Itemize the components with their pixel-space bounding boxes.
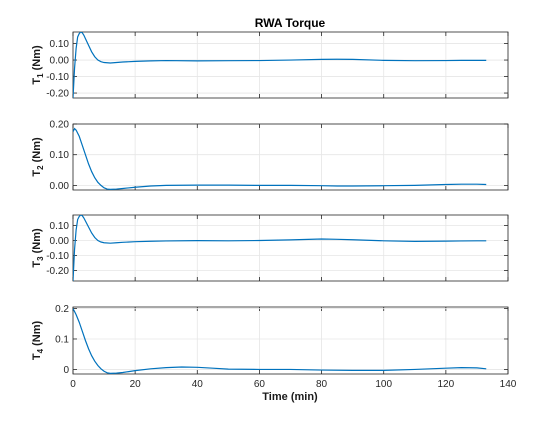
y-axis-label-unit: (Nm) [31, 321, 43, 349]
y-tick-label: -0.10 [46, 251, 69, 262]
y-axis-label-unit: (Nm) [31, 45, 43, 73]
x-tick-label: 80 [316, 379, 328, 390]
y-axis-label-subscript: 2 [36, 165, 45, 170]
y-axis-label-subscript: 4 [36, 348, 45, 353]
plot-area [73, 307, 508, 374]
y-tick-label: 0.2 [55, 304, 69, 315]
plot-area [73, 32, 508, 98]
y-axis-label: T2 (Nm) [31, 137, 45, 177]
y-tick-label: 0.1 [55, 334, 69, 345]
chart-title: RWA Torque [255, 16, 326, 30]
axes-box [72, 214, 509, 282]
y-axis-label-unit: (Nm) [31, 137, 43, 165]
y-axis-label-subscript: 3 [36, 256, 45, 261]
y-tick-label: -0.20 [46, 89, 69, 100]
y-axis-label: T3 (Nm) [31, 228, 45, 268]
series-line [73, 127, 487, 190]
x-tick-label: 20 [130, 379, 142, 390]
x-tick-label: 40 [192, 379, 204, 390]
y-tick-label: 0.00 [50, 236, 70, 247]
subplot-3: -0.20 -0.10 0.00 0.10 T3 (Nm) [31, 214, 509, 282]
plot-area [73, 124, 508, 190]
y-axis-label-main: T [31, 353, 43, 360]
subplot-2: 0.00 0.10 0.20 T2 (Nm) [31, 120, 509, 192]
y-tick-label: 0.00 [50, 181, 70, 192]
y-tick-label: 0.00 [50, 56, 70, 67]
y-tick-label: 0.10 [50, 221, 70, 232]
x-tick-label: 140 [500, 379, 517, 390]
x-tick-label: 120 [438, 379, 455, 390]
y-axis-label-main: T [31, 261, 43, 268]
x-tick-label: 0 [70, 379, 76, 390]
x-axis-label: Time (min) [262, 391, 318, 403]
axes-box [72, 31, 509, 99]
y-axis-label: T1 (Nm) [31, 45, 45, 85]
axes-box [72, 306, 509, 375]
y-axis-label-main: T [31, 78, 43, 85]
y-tick-label: 0.10 [50, 39, 70, 50]
y-tick-label: 0 [63, 365, 69, 376]
y-axis-label-unit: (Nm) [31, 228, 43, 256]
axes-box [72, 123, 509, 191]
series-line [73, 308, 487, 374]
y-axis-label: T4 (Nm) [31, 321, 45, 361]
series-line [73, 32, 487, 98]
y-tick-label: 0.20 [50, 120, 70, 131]
subplot-1: -0.20 -0.10 0.00 0.10 T1 (Nm) [31, 31, 509, 100]
x-tick-label: 100 [375, 379, 392, 390]
y-tick-label: -0.10 [46, 72, 69, 83]
y-tick-label: 0.10 [50, 150, 70, 161]
series-line [73, 215, 487, 281]
y-tick-label: -0.20 [46, 266, 69, 277]
y-axis-label-main: T [31, 170, 43, 177]
x-tick-label: 60 [254, 379, 266, 390]
y-axis-label-subscript: 1 [36, 73, 45, 78]
subplot-4: 0 20 40 60 80 100 120 140 0 0.1 0.2 T4 (Nm) [31, 304, 517, 390]
plot-area [73, 215, 508, 281]
